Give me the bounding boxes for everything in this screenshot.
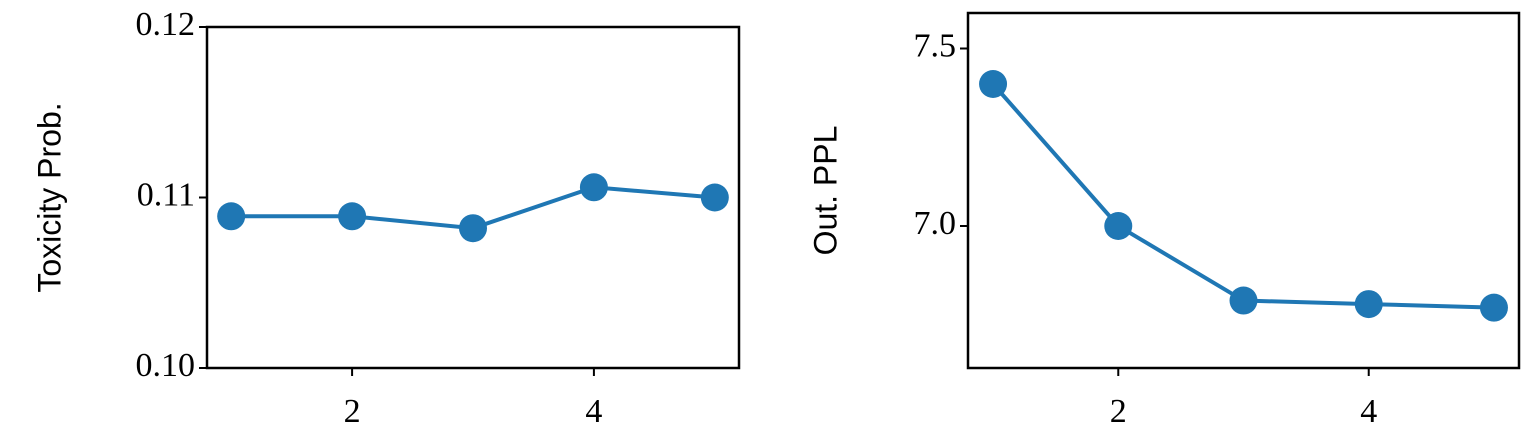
- marker: [1354, 290, 1383, 319]
- x-tick-label: 4: [585, 393, 602, 430]
- marker: [459, 214, 487, 243]
- marker: [1479, 293, 1508, 322]
- x-tick-label: 4: [1360, 393, 1377, 430]
- y-tick-label: 0.12: [136, 6, 196, 43]
- x-tick-label: 2: [344, 393, 361, 430]
- marker: [1229, 286, 1258, 315]
- marker: [579, 173, 608, 202]
- y-tick-label: 0.10: [136, 347, 196, 384]
- plot-frame: [205, 25, 741, 370]
- line: [991, 82, 1495, 310]
- y-axis-label: Out. PPL: [807, 126, 843, 256]
- marker: [217, 202, 246, 231]
- y-tick-label: 0.11: [137, 176, 195, 213]
- y-tick-label: 7.0: [914, 205, 957, 242]
- marker: [700, 183, 729, 212]
- y-axis-label: Toxicity Prob.: [31, 102, 67, 292]
- marker: [979, 70, 1008, 98]
- marker: [338, 202, 367, 231]
- x-tick-label: 2: [1110, 393, 1127, 430]
- y-tick-label: 7.5: [914, 27, 957, 64]
- marker: [1104, 212, 1133, 240]
- plot-frame: [966, 11, 1521, 370]
